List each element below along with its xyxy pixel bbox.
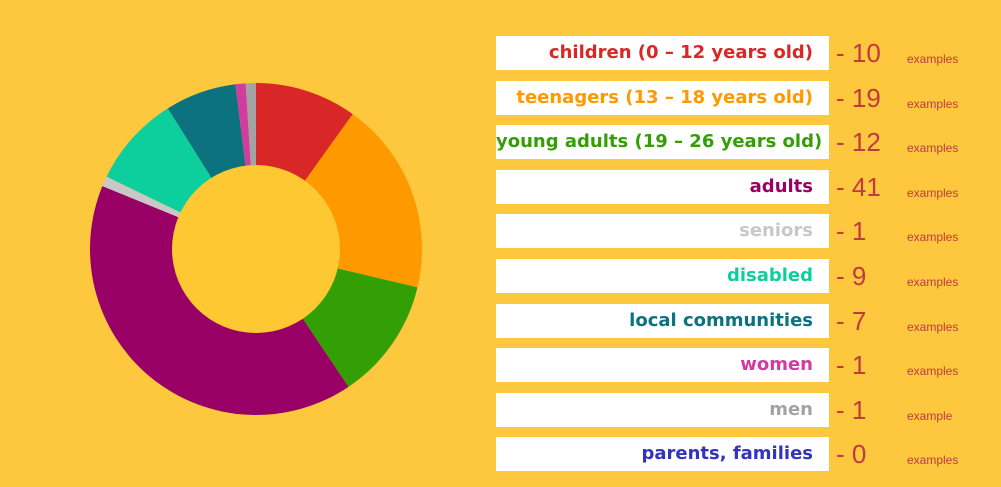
unit-local-communities: examples [907, 319, 959, 334]
legend-label-men: men [496, 392, 829, 427]
count-disabled: - 9 [836, 260, 867, 291]
legend-label-women: women [496, 348, 829, 383]
unit-teenagers: examples [907, 96, 959, 111]
count-children: - 10 [836, 38, 881, 68]
count-young-adults: - 12 [836, 127, 881, 158]
unit-parents-families: examples [907, 453, 959, 468]
legend-label-children: children (0 – 12 years old) [496, 36, 829, 70]
legend-label-parents-families: parents, families [496, 437, 829, 472]
unit-adults: examples [907, 185, 959, 200]
legend-label-disabled: disabled [496, 258, 829, 293]
legend-label-local-communities: local communities [496, 303, 829, 338]
count-parents-families: - 0 [836, 439, 867, 470]
count-women: - 1 [836, 350, 867, 381]
unit-men: example [907, 408, 953, 423]
count-men: - 1 [836, 394, 867, 425]
legend-label-teenagers: teenagers (13 – 18 years old) [496, 80, 829, 115]
count-teenagers: - 19 [836, 82, 881, 113]
legend-label-seniors: seniors [496, 214, 829, 249]
legend-label-young-adults: young adults (19 – 26 years old) [496, 125, 829, 160]
count-adults: - 41 [836, 171, 881, 202]
unit-young-adults: examples [907, 141, 959, 156]
unit-disabled: examples [907, 274, 959, 289]
unit-women: examples [907, 364, 959, 379]
legend-label-adults: adults [496, 169, 829, 204]
count-seniors: - 1 [836, 216, 867, 247]
count-local-communities: - 7 [836, 305, 867, 336]
unit-children: examples [907, 52, 959, 66]
donut-hole [172, 165, 340, 333]
unit-seniors: examples [907, 230, 959, 245]
